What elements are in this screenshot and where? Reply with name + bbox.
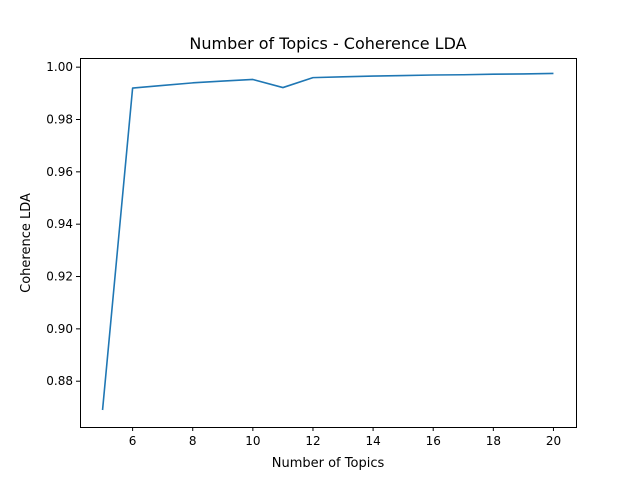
y-tick-label: 0.88 xyxy=(46,374,73,388)
x-tick-label: 14 xyxy=(365,434,380,448)
y-tick-label: 0.92 xyxy=(46,270,73,284)
y-tick-label: 0.96 xyxy=(46,165,73,179)
series-lines xyxy=(101,72,554,411)
axes-frame xyxy=(80,58,577,428)
y-tick-label: 0.90 xyxy=(46,322,73,336)
y-tick-label: 0.98 xyxy=(46,113,73,127)
y-tick-label: 0.94 xyxy=(46,217,73,231)
y-tick-label: 1.00 xyxy=(46,60,73,74)
x-axis-ticks: 6 8 10 12 14 16 18 20 xyxy=(129,427,561,448)
x-tick-label: 18 xyxy=(486,434,501,448)
x-tick-label: 6 xyxy=(129,434,137,448)
x-axis-label: Number of Topics xyxy=(272,456,385,471)
y-axis-ticks: 0.88 0.90 0.92 0.94 0.96 0.98 1.00 xyxy=(46,60,80,388)
x-tick-label: 12 xyxy=(305,434,320,448)
x-tick-label: 20 xyxy=(546,434,561,448)
y-axis-label: Coherence LDA xyxy=(19,193,34,293)
plot-area: 6 8 10 12 14 16 18 20 0.88 0.90 0.92 0.94 0.96 0.98 1… xyxy=(46,58,577,448)
x-tick-label: 10 xyxy=(245,434,260,448)
x-tick-label: 8 xyxy=(189,434,197,448)
chart-title: Number of Topics - Coherence LDA xyxy=(189,34,466,53)
series-line xyxy=(101,72,554,411)
x-tick-label: 16 xyxy=(426,434,441,448)
